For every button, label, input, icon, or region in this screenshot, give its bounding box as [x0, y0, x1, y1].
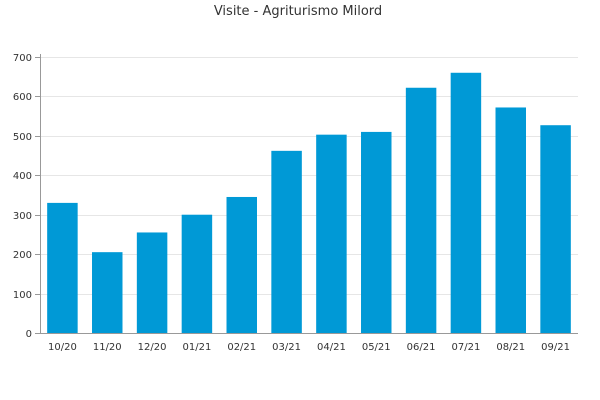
bar-04-21: [316, 134, 347, 333]
y-tick-label: 400: [13, 171, 32, 182]
x-tick-label: 10/20: [48, 342, 77, 353]
grid-lines: [40, 57, 578, 295]
x-tick-label: 05/21: [362, 342, 391, 353]
y-tick-label: 700: [13, 53, 32, 64]
y-tick-label: 100: [13, 290, 32, 301]
x-tick-label: 03/21: [272, 342, 301, 353]
x-tick-label: 02/21: [227, 342, 256, 353]
bars: [47, 72, 571, 334]
axes: [35, 54, 578, 334]
x-tick-label: 04/21: [317, 342, 346, 353]
y-tick-label: 500: [13, 132, 32, 143]
x-tick-labels: 10/20 11/20 12/20 01/21 02/21 03/21 04/21 05/21…: [48, 342, 570, 353]
bar-12-20: [136, 232, 168, 333]
bar-10-20: [47, 202, 78, 333]
chart-title: Visite - Agriturismo Milord: [214, 4, 382, 19]
x-tick-label: 12/20: [138, 342, 167, 353]
bar-06-21: [405, 87, 437, 333]
bar-05-21: [361, 131, 392, 333]
y-tick-label: 600: [13, 92, 32, 103]
x-tick-label: 08/21: [496, 342, 525, 353]
bar-08-21: [495, 107, 526, 333]
y-tick-label: 0: [26, 329, 32, 340]
bar-09-21: [540, 125, 571, 334]
y-tick-labels: 0 100 200 300 400 500 600 700: [13, 53, 32, 340]
bar-03-21: [271, 150, 302, 333]
bar-02-21: [226, 196, 257, 333]
x-tick-label: 01/21: [183, 342, 212, 353]
bar-11-20: [92, 252, 123, 333]
bar-07-21: [450, 72, 482, 334]
y-tick-label: 300: [13, 211, 32, 222]
x-tick-label: 06/21: [407, 342, 436, 353]
bar-01-21: [181, 214, 213, 333]
y-tick-label: 200: [13, 250, 32, 261]
x-tick-label: 11/20: [93, 342, 122, 353]
x-tick-label: 07/21: [452, 342, 481, 353]
x-tick-label: 09/21: [541, 342, 570, 353]
